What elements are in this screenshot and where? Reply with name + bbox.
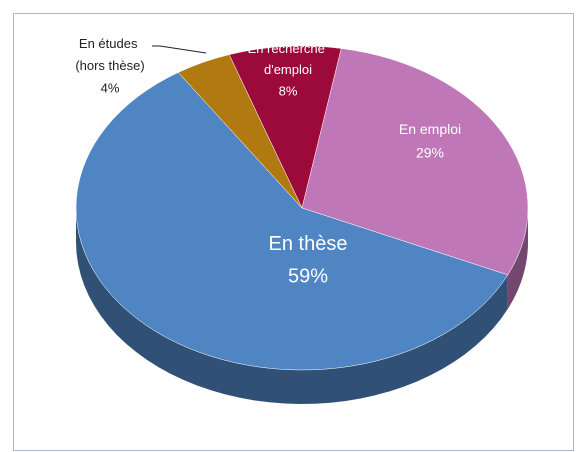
value-label: 29% (416, 145, 444, 161)
pie-side (507, 208, 528, 309)
pie-slice (75, 72, 509, 371)
label-line: En thèse (269, 233, 348, 255)
label-line: d'emploi (264, 62, 312, 77)
value-label: 8% (279, 83, 298, 98)
label-line: En études (79, 36, 141, 51)
pie-slice (228, 45, 342, 209)
slice-label: En thèse (269, 233, 348, 255)
label-line: En recherche (248, 41, 329, 56)
pie-slice (301, 48, 529, 276)
pie-slice (177, 54, 303, 209)
label-line: En emploi (399, 121, 461, 137)
value-label: 59% (288, 265, 328, 287)
pie-side (76, 208, 508, 404)
slice-label: En recherche d'emploi (248, 41, 329, 77)
slice-label: En études (hors thèse) (75, 36, 144, 73)
slice-label: En emploi (399, 121, 461, 137)
label-line: (hors thèse) (75, 58, 144, 73)
value-label: 4% (101, 80, 120, 95)
leader-line (152, 45, 207, 54)
